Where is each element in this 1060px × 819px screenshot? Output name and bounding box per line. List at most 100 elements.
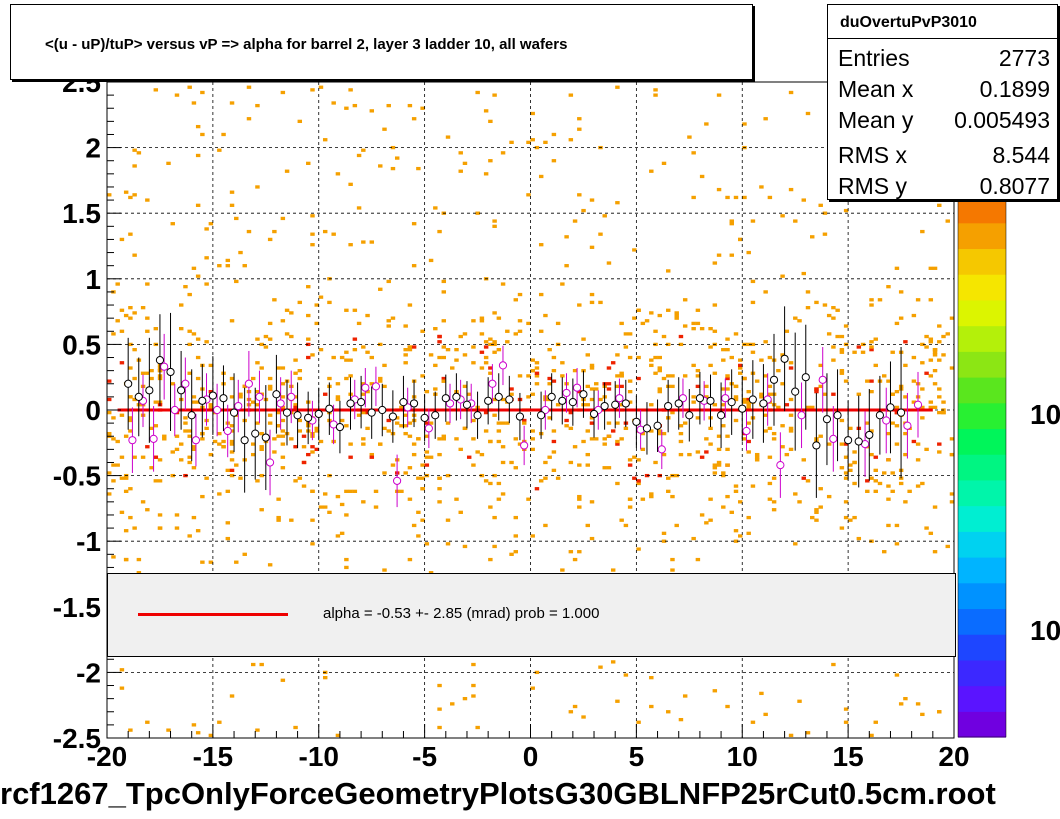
histogram-cell [615,85,620,89]
histogram-cell [928,405,934,410]
histogram-cell [577,497,582,501]
histogram-cell [843,324,849,328]
histogram-cell [530,686,535,690]
histogram-cell [496,429,502,433]
histogram-cell [729,219,734,223]
point-marker [541,405,550,415]
point-marker [833,411,842,420]
histogram-cell [187,455,192,459]
histogram-cell [361,437,366,441]
histogram-cell [399,489,404,493]
histogram-cell [873,468,878,473]
y-tick-label: -2.5 [53,723,101,754]
histogram-cell [479,319,485,323]
point-marker [452,392,461,401]
histogram-cell [195,376,201,381]
profile-point-magenta [797,382,806,449]
histogram-cell [411,117,417,121]
histogram-cell [437,725,442,730]
histogram-cell [170,382,175,386]
point-marker [875,411,884,420]
histogram-cell [361,382,366,386]
histogram-cell [123,557,129,562]
profile-point-magenta [594,390,603,430]
histogram-cell [568,410,574,415]
histogram-cell [365,313,370,318]
histogram-cell [568,93,574,97]
histogram-cell [619,374,624,378]
point-marker [229,408,239,417]
histogram-cell [327,300,332,305]
histogram-cell [674,473,679,478]
point-marker [568,398,577,407]
profile-point-black [388,390,397,443]
histogram-cell [937,358,942,362]
histogram-cell [369,452,375,457]
profile-point-black [198,364,207,438]
histogram-cell [928,531,934,535]
histogram-cell [949,452,955,457]
histogram-cell [411,452,417,457]
point-marker [678,394,688,403]
histogram-cell [382,568,387,572]
histogram-cell [136,557,142,562]
histogram-cell [132,253,137,257]
histogram-cell [907,489,912,493]
histogram-cell [564,264,569,268]
histogram-cell [932,550,938,554]
histogram-cell [623,673,629,677]
histogram-cell [424,389,430,394]
histogram-cell [157,479,163,483]
histogram-cell [382,127,387,131]
profile-point-magenta [424,408,433,449]
histogram-cell [517,374,523,378]
histogram-cell [195,355,201,360]
histogram-cell [754,452,760,457]
histogram-cell [564,424,569,428]
histogram-cell [928,340,934,344]
histogram-cell [750,350,756,354]
histogram-cell [208,363,214,368]
histogram-cell [560,374,565,378]
point-marker [589,409,599,419]
profile-point-black [536,391,546,439]
histogram-cell [322,392,328,396]
histogram-cell [123,529,129,533]
profile-point-black [357,375,366,429]
y-tick-label: 1 [85,264,101,295]
histogram-cell [335,397,341,402]
histogram-cell [382,471,387,475]
histogram-cell [407,466,413,470]
point-marker [818,375,827,384]
histogram-cell [805,405,811,410]
histogram-cell [483,479,489,483]
point-marker [657,445,666,454]
histogram-cell [602,442,607,446]
histogram-cell [627,389,633,394]
histogram-cell [738,363,743,368]
histogram-cell [530,368,535,373]
histogram-cell [517,442,523,446]
histogram-cell [670,494,675,499]
histogram-cell [149,376,154,381]
histogram-cell [530,437,535,441]
histogram-cell [856,392,862,396]
histogram-cell [441,345,447,349]
point-marker [187,411,196,420]
histogram-cell [589,387,595,391]
histogram-cell [462,353,468,357]
histogram-cell [742,397,747,402]
histogram-cell [543,313,548,318]
histogram-cell [738,500,743,504]
histogram-cell [932,368,938,373]
histogram-cell [708,497,713,501]
profile-point-magenta [541,390,550,430]
histogram-cell [911,400,917,404]
histogram-cell [949,366,955,370]
histogram-cell [373,489,379,493]
point-marker [822,415,832,424]
histogram-cell [208,733,214,738]
histogram-cell [378,379,383,383]
point-marker [445,399,455,408]
